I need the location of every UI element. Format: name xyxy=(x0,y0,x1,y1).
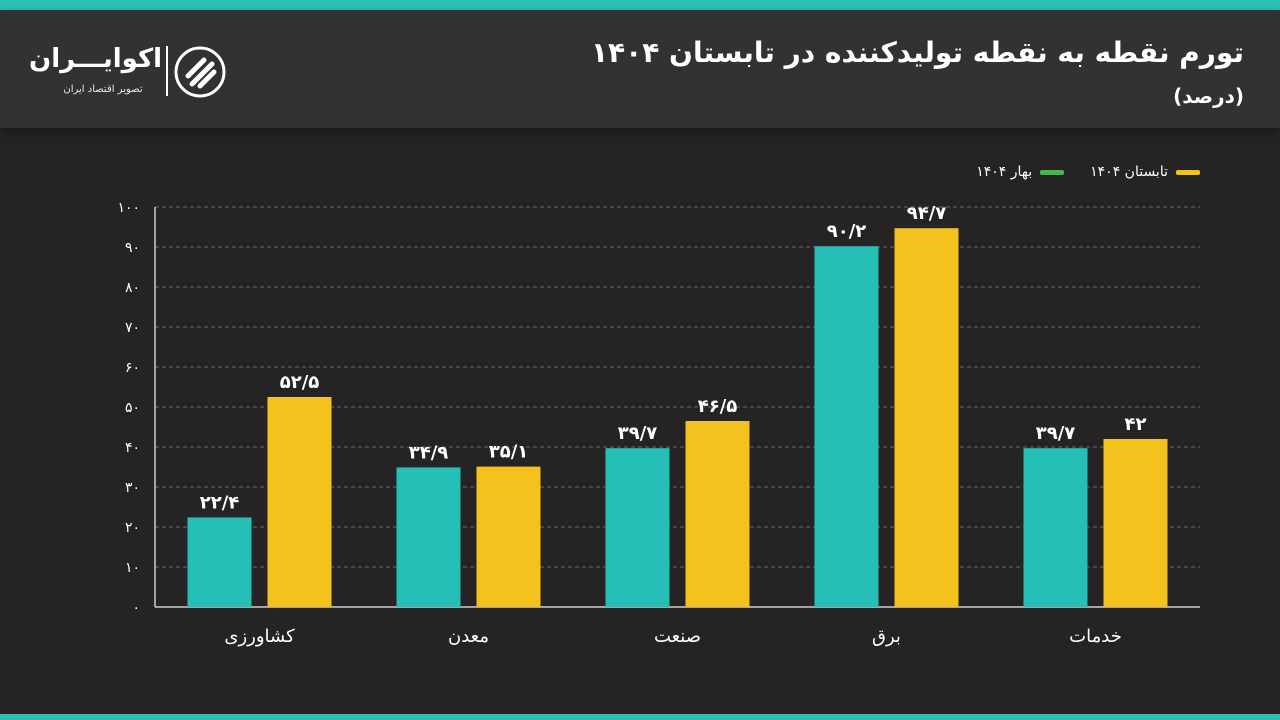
header-panel: تورم نقطه به نقطه تولیدکننده در تابستان … xyxy=(0,10,1280,128)
bar xyxy=(1103,439,1168,607)
bar-value-label: ۴۶/۵ xyxy=(698,396,738,417)
y-tick-label: ۳۰ xyxy=(125,480,140,496)
bar-value-label: ۳۵/۱ xyxy=(489,442,529,463)
bar xyxy=(1023,448,1088,607)
bar-value-label: ۹۰/۲ xyxy=(827,221,867,242)
bar-value-label: ۵۲/۵ xyxy=(280,372,320,393)
top-accent-strip xyxy=(0,0,1280,10)
legend-swatch-spring xyxy=(1040,169,1065,175)
x-category-label: برق xyxy=(872,626,901,647)
logo-mark-icon xyxy=(174,46,226,98)
legend-swatch-summer xyxy=(1176,169,1200,175)
chart-title: تورم نقطه به نقطه تولیدکننده در تابستان … xyxy=(590,36,1244,69)
y-tick-label: ۰ xyxy=(132,600,140,616)
y-tick-label: ۱۰ xyxy=(125,560,140,576)
y-tick-label: ۵۰ xyxy=(125,400,140,416)
bar-value-label: ۳۹/۷ xyxy=(618,423,658,444)
ecoiran-logo[interactable]: اکوایـــران تصویر اقتصاد ایران xyxy=(29,40,244,110)
x-category-label: کشاورزی xyxy=(224,626,295,647)
bar xyxy=(605,448,670,607)
legend-label-spring: بهار ۱۴۰۴ xyxy=(976,164,1033,180)
y-tick-label: ۲۰ xyxy=(125,520,140,536)
legend-item-spring: بهار ۱۴۰۴ xyxy=(976,164,1065,180)
x-category-label: خدمات xyxy=(1069,626,1122,647)
x-category-label: صنعت xyxy=(654,626,701,647)
y-tick-label: ۹۰ xyxy=(125,240,140,256)
bar-value-label: ۳۹/۷ xyxy=(1036,423,1076,444)
bar-value-label: ۴۲ xyxy=(1125,414,1147,435)
bar-value-label: ۳۴/۹ xyxy=(409,442,449,463)
legend-label-summer: تابستان ۱۴۰۴ xyxy=(1090,164,1168,180)
bar xyxy=(894,228,959,607)
bar xyxy=(396,467,461,607)
bottom-accent-strip xyxy=(0,714,1280,720)
logo-name: اکوایـــران xyxy=(29,44,162,74)
logo-tagline: تصویر اقتصاد ایران xyxy=(63,84,143,95)
unit-subtitle: (درصد) xyxy=(1173,84,1244,108)
x-category-label: معدن xyxy=(448,626,489,647)
bar xyxy=(267,397,332,607)
bar xyxy=(685,421,750,607)
y-tick-label: ۸۰ xyxy=(125,280,140,296)
legend-item-summer: تابستان ۱۴۰۴ xyxy=(1090,164,1200,180)
chart-legend: تابستان ۱۴۰۴ بهار ۱۴۰۴ xyxy=(976,160,1200,184)
y-tick-label: ۱۰۰ xyxy=(117,200,140,216)
bar xyxy=(814,246,879,607)
bar-value-label: ۹۴/۷ xyxy=(907,203,947,224)
bar-value-label: ۲۲/۴ xyxy=(200,492,240,513)
bar xyxy=(476,466,541,607)
y-tick-label: ۴۰ xyxy=(125,440,140,456)
bar xyxy=(187,517,252,607)
logo-divider xyxy=(166,46,168,96)
y-tick-label: ۷۰ xyxy=(125,320,140,336)
y-tick-label: ۶۰ xyxy=(125,360,140,376)
